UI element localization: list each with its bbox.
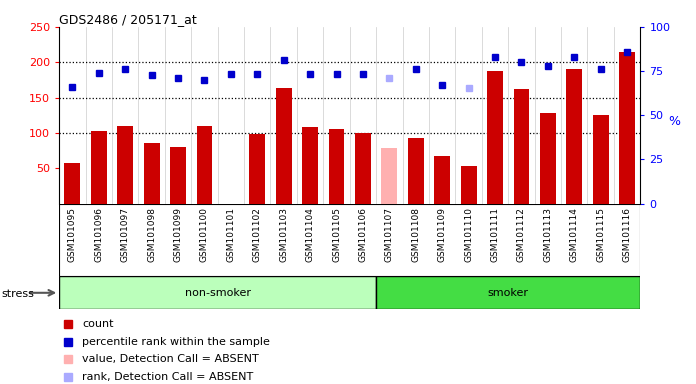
Bar xyxy=(117,126,133,204)
Text: percentile rank within the sample: percentile rank within the sample xyxy=(82,337,270,347)
Text: GSM101101: GSM101101 xyxy=(226,207,235,262)
Bar xyxy=(540,113,556,204)
Bar xyxy=(593,115,608,204)
Text: smoker: smoker xyxy=(488,288,529,298)
Text: GSM101112: GSM101112 xyxy=(517,207,526,262)
Text: GSM101105: GSM101105 xyxy=(332,207,341,262)
Text: GSM101100: GSM101100 xyxy=(200,207,209,262)
Bar xyxy=(143,144,159,204)
Text: count: count xyxy=(82,319,114,329)
Text: GSM101109: GSM101109 xyxy=(438,207,447,262)
Bar xyxy=(434,156,450,204)
Text: value, Detection Call = ABSENT: value, Detection Call = ABSENT xyxy=(82,354,259,364)
Bar xyxy=(302,127,318,204)
Text: GSM101107: GSM101107 xyxy=(385,207,394,262)
Bar xyxy=(170,147,186,204)
Bar xyxy=(91,131,106,204)
Bar xyxy=(59,276,376,309)
Text: GSM101102: GSM101102 xyxy=(253,207,262,262)
Text: GSM101099: GSM101099 xyxy=(173,207,182,262)
Text: GSM101096: GSM101096 xyxy=(94,207,103,262)
Bar xyxy=(196,126,212,204)
Text: GSM101114: GSM101114 xyxy=(570,207,579,262)
Text: GSM101108: GSM101108 xyxy=(411,207,420,262)
Text: GSM101113: GSM101113 xyxy=(544,207,553,262)
Bar xyxy=(329,129,345,204)
Bar xyxy=(461,166,477,204)
Text: GDS2486 / 205171_at: GDS2486 / 205171_at xyxy=(59,13,197,26)
Bar xyxy=(514,89,530,204)
Text: GSM101111: GSM101111 xyxy=(491,207,500,262)
Bar xyxy=(376,276,640,309)
Text: GSM101104: GSM101104 xyxy=(306,207,315,262)
Bar xyxy=(487,71,503,204)
Text: GSM101095: GSM101095 xyxy=(68,207,77,262)
Text: GSM101115: GSM101115 xyxy=(596,207,606,262)
Bar xyxy=(249,134,265,204)
Bar xyxy=(408,138,424,204)
Text: GSM101103: GSM101103 xyxy=(279,207,288,262)
Text: GSM101110: GSM101110 xyxy=(464,207,473,262)
Bar xyxy=(619,51,635,204)
Text: rank, Detection Call = ABSENT: rank, Detection Call = ABSENT xyxy=(82,372,253,382)
Text: non-smoker: non-smoker xyxy=(184,288,251,298)
Text: GSM101098: GSM101098 xyxy=(147,207,156,262)
Bar xyxy=(567,69,583,204)
Bar xyxy=(381,148,397,204)
Text: GSM101116: GSM101116 xyxy=(623,207,631,262)
Text: GSM101106: GSM101106 xyxy=(358,207,367,262)
Text: stress: stress xyxy=(1,289,34,299)
Text: GSM101097: GSM101097 xyxy=(120,207,129,262)
Bar xyxy=(355,133,371,204)
Y-axis label: %: % xyxy=(669,115,681,128)
Bar xyxy=(65,162,80,204)
Bar xyxy=(276,88,292,204)
